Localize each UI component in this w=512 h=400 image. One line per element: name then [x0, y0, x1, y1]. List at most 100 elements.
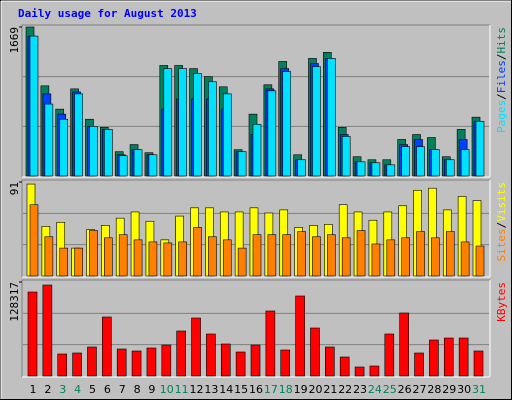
bar: [460, 241, 470, 277]
x-tick-label: 29: [442, 383, 456, 396]
x-tick-label: 19: [294, 383, 308, 396]
bar: [206, 333, 216, 377]
bar: [44, 236, 54, 277]
legend-separator: /: [495, 93, 508, 100]
bar: [116, 348, 127, 377]
bar: [133, 149, 143, 177]
bar: [250, 344, 261, 377]
bar: [252, 124, 262, 177]
bar: [369, 365, 380, 377]
x-tick-label: 4: [74, 383, 81, 396]
bar: [445, 159, 455, 177]
x-tick-label: 21: [323, 383, 337, 396]
bar: [371, 243, 381, 277]
bar: [297, 231, 306, 277]
legend-entry: Sites: [495, 228, 508, 261]
bar: [208, 81, 217, 177]
x-tick-label: 14: [219, 383, 233, 396]
bar: [267, 90, 277, 177]
x-tick-label: 3: [59, 383, 66, 396]
bar: [458, 337, 469, 377]
bar: [133, 239, 143, 277]
x-tick-label: 15: [234, 383, 248, 396]
bar: [163, 68, 173, 177]
legend-separator: /: [495, 54, 508, 61]
x-tick-label: 30: [457, 383, 471, 396]
bar: [475, 245, 485, 277]
bar: [178, 241, 187, 277]
x-tick-label: 17: [264, 383, 278, 396]
x-tick-label: 8: [134, 383, 141, 396]
bar: [325, 346, 335, 377]
bar: [312, 66, 321, 177]
bar: [178, 68, 187, 177]
bar: [89, 126, 98, 177]
bar: [354, 366, 365, 377]
bar: [265, 310, 276, 377]
bar: [327, 58, 336, 177]
bar: [282, 234, 292, 277]
bar: [339, 356, 350, 377]
x-tick-label: 24: [368, 383, 382, 396]
bar: [44, 103, 54, 177]
bar: [473, 350, 484, 377]
bar: [282, 71, 292, 177]
x-tick-label: 13: [204, 383, 218, 396]
bar: [341, 136, 351, 177]
bar: [89, 230, 98, 277]
bar: [57, 353, 68, 377]
bar: [445, 231, 455, 277]
x-tick-label: 11: [175, 383, 189, 396]
bar: [220, 343, 231, 377]
bar: [131, 350, 142, 377]
bar: [74, 247, 83, 277]
bar: [280, 349, 291, 377]
bar: [148, 154, 158, 177]
bar: [431, 237, 440, 277]
bar: [416, 146, 425, 177]
bar: [371, 162, 381, 177]
bar: [356, 230, 366, 277]
bar: [401, 146, 410, 177]
x-tick-label: 18: [279, 383, 293, 396]
bar: [118, 155, 128, 177]
x-tick-label: 9: [148, 383, 155, 396]
bar: [176, 330, 186, 377]
bar: [29, 35, 39, 177]
legend: KBytes: [495, 282, 508, 322]
x-tick-label: 1: [30, 383, 37, 396]
bar: [104, 237, 113, 277]
x-tick-label: 31: [472, 383, 486, 396]
bar: [431, 149, 440, 177]
bar: [310, 327, 320, 377]
chart-title: Daily usage for August 2013: [18, 7, 197, 20]
y-tick-label: 1669: [8, 27, 21, 54]
x-tick-label: 10: [160, 383, 174, 396]
bar: [252, 234, 262, 277]
legend-separator: /: [495, 222, 508, 229]
x-tick-label: 27: [413, 383, 427, 396]
bar: [118, 234, 128, 277]
legend: Pages/Files/Hits: [495, 27, 508, 133]
bar: [193, 227, 202, 277]
bar: [191, 317, 201, 377]
legend-entry: KBytes: [495, 282, 508, 322]
y-tick-label: 128317: [8, 282, 21, 322]
x-tick-label: 23: [353, 383, 367, 396]
x-tick-label: 2: [44, 383, 51, 396]
bar: [27, 291, 38, 377]
bar: [341, 237, 351, 277]
x-tick-label: 16: [249, 383, 263, 396]
bar: [29, 204, 39, 277]
bar: [74, 93, 83, 177]
bar: [235, 351, 246, 377]
x-tick-label: 12: [190, 383, 204, 396]
x-tick-label: 25: [383, 383, 397, 396]
bar: [312, 236, 321, 277]
bar: [208, 236, 217, 277]
bar: [475, 120, 485, 177]
x-tick-label: 28: [427, 383, 441, 396]
bar: [237, 151, 247, 177]
bar: [267, 234, 277, 277]
bar: [386, 239, 396, 277]
